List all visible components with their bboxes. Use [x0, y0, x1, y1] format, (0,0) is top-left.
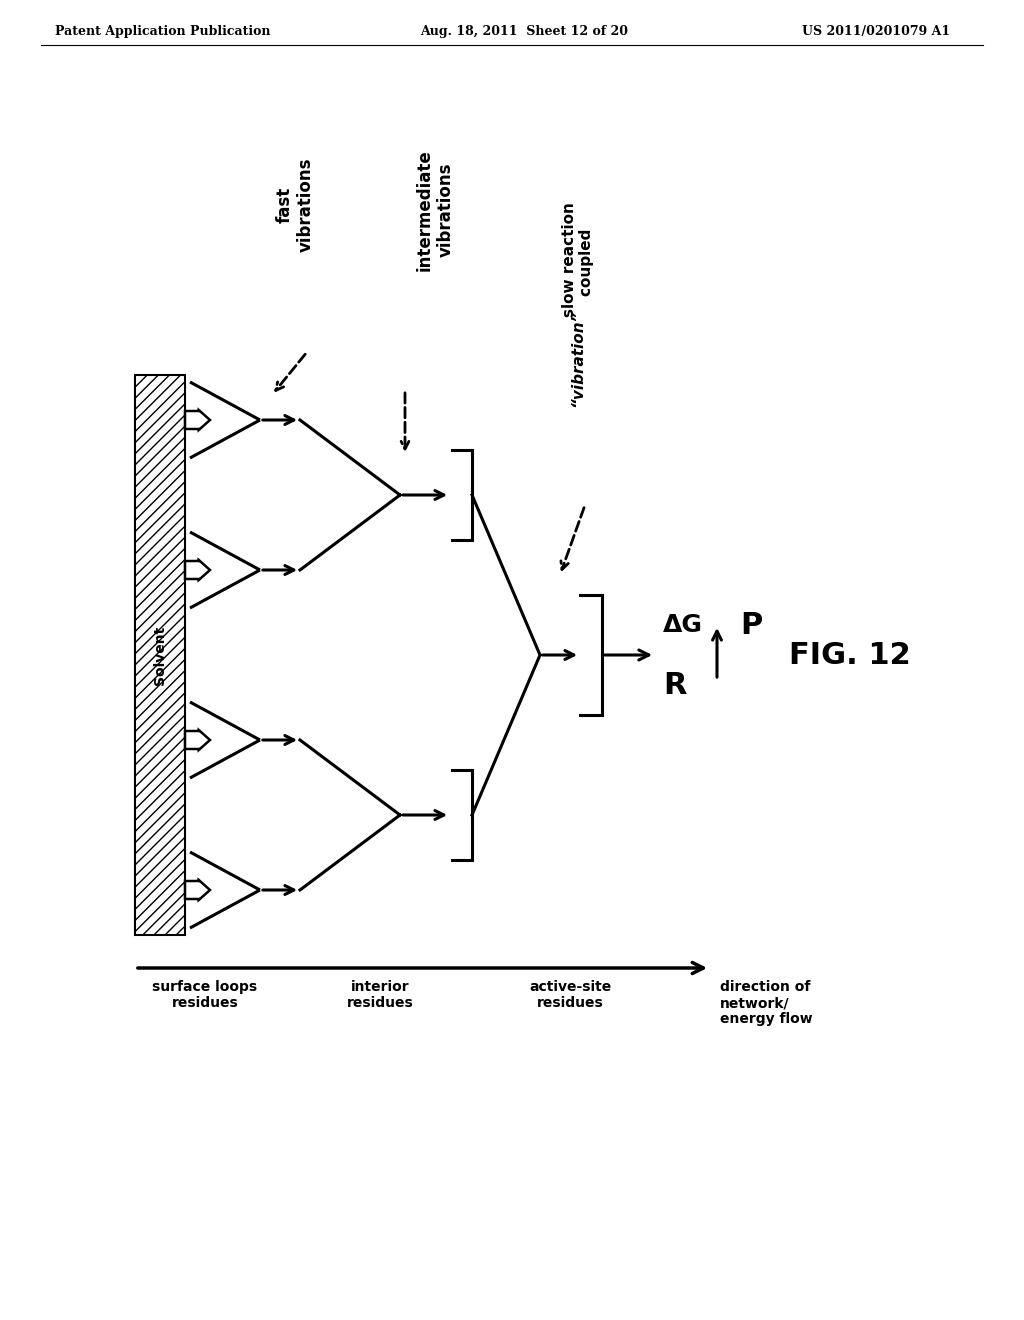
- Text: fast
vibrations: fast vibrations: [275, 158, 314, 252]
- Text: Aug. 18, 2011  Sheet 12 of 20: Aug. 18, 2011 Sheet 12 of 20: [420, 25, 628, 38]
- Polygon shape: [185, 560, 210, 579]
- Text: intermediate
vibrations: intermediate vibrations: [416, 149, 455, 271]
- Text: Patent Application Publication: Patent Application Publication: [55, 25, 270, 38]
- Text: US 2011/0201079 A1: US 2011/0201079 A1: [802, 25, 950, 38]
- Text: “vibration”: “vibration”: [570, 309, 586, 407]
- Bar: [135, 375, 185, 935]
- Polygon shape: [185, 730, 210, 750]
- Text: P: P: [740, 610, 762, 639]
- Text: direction of
network/
energy flow: direction of network/ energy flow: [720, 979, 813, 1027]
- Polygon shape: [185, 880, 210, 900]
- Text: slow reaction
coupled: slow reaction coupled: [562, 202, 594, 317]
- Text: interior
residues: interior residues: [347, 979, 414, 1010]
- Text: active-site
residues: active-site residues: [528, 979, 611, 1010]
- Text: ΔG: ΔG: [663, 612, 703, 638]
- Polygon shape: [185, 411, 210, 430]
- Text: R: R: [663, 671, 686, 700]
- Text: surface loops
residues: surface loops residues: [153, 979, 258, 1010]
- Text: Solvent: Solvent: [153, 626, 167, 685]
- Text: FIG. 12: FIG. 12: [790, 640, 911, 669]
